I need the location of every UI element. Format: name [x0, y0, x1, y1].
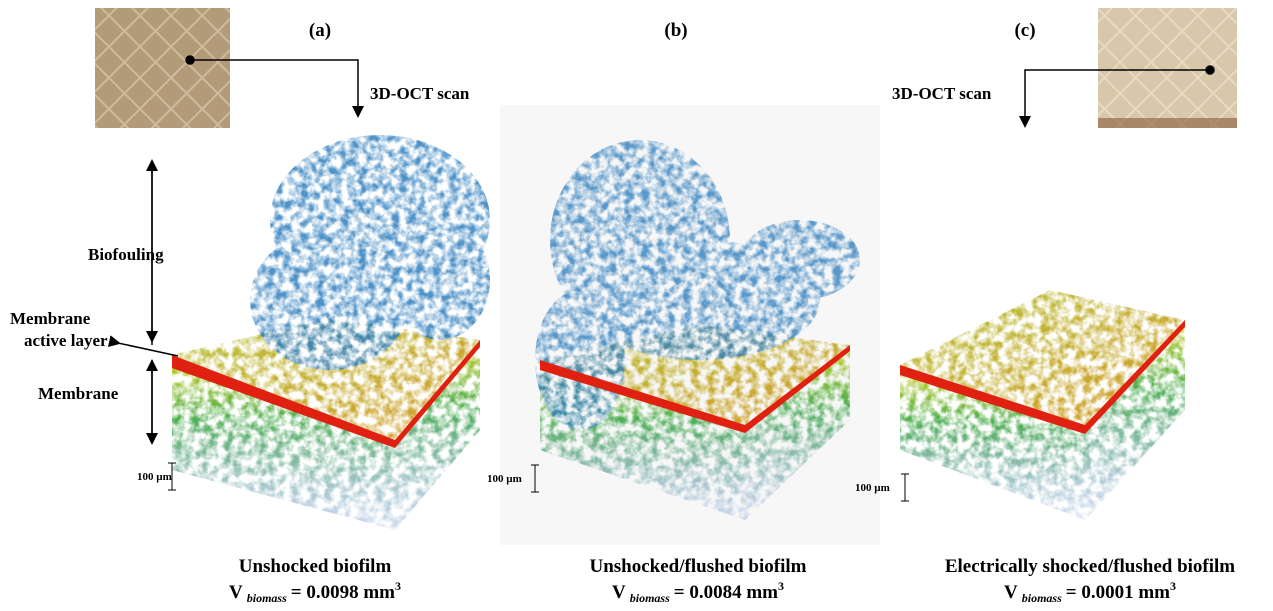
volume-subscript: biomass	[1022, 591, 1062, 605]
figure: (a) (b) (c) 3D-OCT scan 3D-OCT scan Biof…	[0, 0, 1273, 611]
scan-label: 3D-OCT scan	[370, 84, 470, 103]
scan-label: 3D-OCT scan	[892, 84, 992, 103]
volume-symbol: V	[1004, 582, 1018, 603]
caption: Unshocked biofilm	[239, 556, 392, 577]
caption: Unshocked/flushed biofilm	[590, 556, 807, 577]
volume-superscript: 3	[395, 579, 401, 593]
volume-superscript: 3	[778, 579, 784, 593]
annotation: Membrane	[10, 309, 91, 328]
panel-label: (a)	[309, 20, 331, 41]
volume-subscript: biomass	[247, 591, 287, 605]
scale-label: 100 µm	[137, 471, 172, 483]
oct-volume	[172, 135, 490, 530]
volume-superscript: 3	[1170, 579, 1176, 593]
caption: Electrically shocked/flushed biofilm	[945, 556, 1235, 577]
volume-value: = 0.0098 mm	[291, 582, 395, 603]
annotation: active layer	[24, 331, 108, 350]
annotation: Membrane	[38, 384, 119, 403]
annotation: Biofouling	[88, 245, 164, 264]
volume-subscript: biomass	[630, 591, 670, 605]
volume-value: = 0.0084 mm	[674, 582, 778, 603]
scale-label: 100 µm	[855, 482, 890, 494]
scale-label: 100 µm	[487, 473, 522, 485]
panel-label: (c)	[1014, 20, 1035, 41]
volume-value: = 0.0001 mm	[1066, 582, 1170, 603]
panel-label: (b)	[664, 20, 687, 41]
volume-symbol: V	[229, 582, 243, 603]
annotation-arrows	[118, 162, 178, 442]
oct-volume	[900, 290, 1185, 520]
volume-symbol: V	[612, 582, 626, 603]
